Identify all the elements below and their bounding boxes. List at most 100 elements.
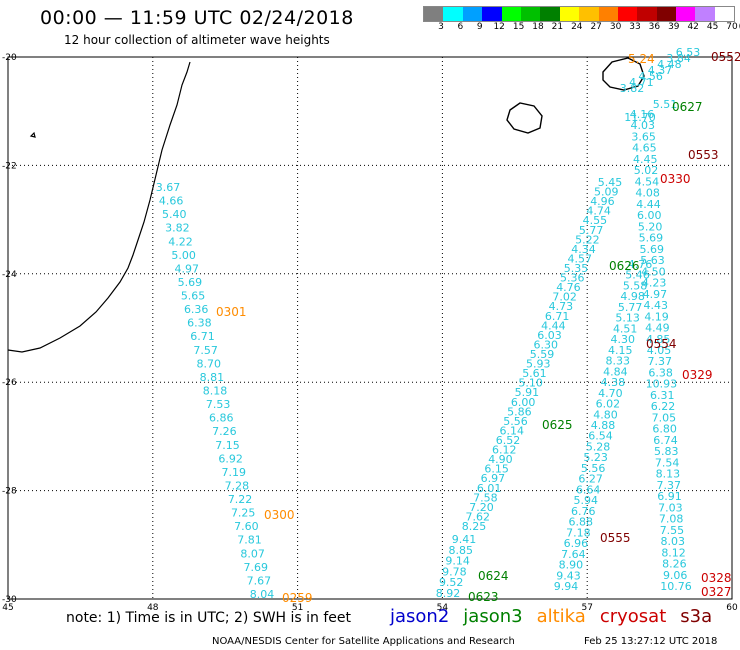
wave-height-value: 6.31 — [650, 389, 675, 402]
small-islet — [29, 131, 36, 138]
wave-height-value: 4.70 — [598, 387, 623, 400]
wave-height-value: 4.03 — [631, 119, 656, 132]
wave-height-value: 4.45 — [633, 153, 658, 166]
wave-height-value: 5.61 — [522, 367, 547, 380]
legend-tick-label: 12 — [493, 22, 505, 32]
wave-height-value: 6.52 — [496, 434, 521, 447]
wave-height-value: 4.23 — [642, 277, 667, 290]
wave-height-value: 7.28 — [225, 479, 250, 492]
wave-height-value: 4.43 — [644, 299, 669, 312]
legend-tick-label: 15 — [512, 22, 525, 32]
wave-height-value: 6.38 — [648, 366, 673, 379]
wave-height-value: 9.06 — [663, 569, 688, 582]
latitude-tick-label: -20 — [2, 53, 17, 63]
wave-height-value: 6.64 — [576, 483, 601, 496]
legend-unit: (ft) — [735, 22, 740, 32]
wave-height-value: 8.33 — [606, 355, 631, 368]
legend-tick-label: 45 — [706, 22, 719, 32]
legend-tick-label: 33 — [629, 22, 641, 32]
map-frame — [7, 56, 733, 600]
legend-tick-label: 6 — [457, 22, 464, 32]
legend-tick-label: 42 — [687, 22, 699, 32]
wave-height-value: 5.56 — [581, 462, 606, 475]
wave-height-value: 9.43 — [556, 569, 581, 582]
wave-height-value: 5.23 — [583, 451, 608, 464]
wave-height-value: 7.03 — [658, 501, 683, 514]
wave-height-value: 6.03 — [537, 329, 562, 342]
wave-height-value: 6.54 — [588, 430, 613, 443]
legend-tick-label: 36 — [648, 22, 661, 32]
wave-height-value: 4.65 — [632, 142, 657, 155]
wave-height-value: 8.90 — [559, 559, 584, 572]
generation-timestamp: Feb 25 13:27:12 UTC 2018 — [584, 636, 718, 647]
wave-height-value: 9.94 — [554, 580, 579, 593]
wave-height-value: 7.81 — [237, 534, 262, 547]
legend-swatch — [617, 7, 638, 21]
wave-height-value: 7.54 — [655, 456, 680, 469]
legend-swatch — [579, 7, 599, 21]
legend-tick-label: 18 — [532, 22, 544, 32]
wave-height-value: 5.40 — [162, 208, 187, 221]
wave-height-value: 5.83 — [654, 445, 679, 458]
wave-height-value: 7.18 — [566, 526, 591, 539]
wave-height-value: 6.22 — [651, 400, 676, 413]
wave-height-value: 7.69 — [243, 561, 268, 574]
latitude-tick-label: -22 — [2, 161, 17, 171]
legend-swatch — [656, 7, 677, 21]
wave-height-value: 4.50 — [641, 265, 666, 278]
longitude-tick-label: 48 — [147, 603, 159, 613]
wave-height-value: 5.77 — [618, 301, 643, 314]
wave-height-value: 7.67 — [247, 574, 272, 587]
wave-height-value: 4.30 — [610, 333, 635, 346]
wave-height-value: 7.37 — [656, 479, 681, 492]
legend-swatch — [637, 7, 657, 21]
wave-height-value: 7.25 — [231, 507, 256, 520]
pass-time-label: 0301 — [216, 305, 247, 319]
reunion-island — [602, 57, 645, 91]
mission-cryosat: cryosat — [599, 606, 667, 627]
wave-height-value: 4.96 — [590, 195, 615, 208]
map-title: 00:00 — 11:59 UTC 02/24/2018 — [40, 7, 354, 29]
wave-height-value: 6.91 — [657, 490, 682, 503]
wave-height-value: 4.51 — [613, 322, 638, 335]
wave-height-value: 5.46 — [625, 269, 650, 282]
wave-height-value: 4.19 — [644, 310, 669, 323]
mission-legend: jason2 jason3 altika cryosat s3a — [390, 606, 726, 627]
wave-height-value: 5.69 — [639, 243, 664, 256]
latitude-tick-label: -30 — [2, 595, 17, 605]
wave-height-value: 6.97 — [481, 472, 506, 485]
pass-time-label: 0626 — [609, 259, 640, 273]
wave-height-value: 6.01 — [477, 482, 502, 495]
wave-height-value: 9.14 — [445, 555, 470, 568]
wave-height-value: 8.26 — [662, 558, 687, 571]
wave-height-value: 8.70 — [196, 357, 221, 370]
wave-height-value: 4.85 — [646, 333, 671, 346]
wave-height-value: 5.77 — [579, 224, 604, 237]
wave-height-value: 5.09 — [594, 186, 619, 199]
wave-height-value: 5.02 — [634, 164, 659, 177]
legend-tick-label: 27 — [590, 22, 602, 32]
wave-height-value: 10.76 — [660, 580, 692, 593]
wave-height-value: 5.58 — [623, 279, 648, 292]
wave-height-value: 7.57 — [193, 344, 218, 357]
wave-height-value: 5.35 — [564, 262, 589, 275]
wave-height-value: 6.88 — [569, 516, 594, 529]
wave-height-value: 4.15 — [608, 344, 633, 357]
wave-height-value: 7.55 — [660, 524, 685, 537]
wave-height-value: 5.45 — [598, 176, 623, 189]
pass-time-labels: 0301 0300 0259 0624 0623 0625 0626 0627 0552 0553… — [216, 50, 740, 605]
wave-height-value: 7.26 — [212, 425, 237, 438]
wave-height-value: 7.22 — [228, 493, 253, 506]
wave-height-value: 11.70 — [624, 111, 656, 124]
pass-time-label: 0330 — [660, 172, 691, 186]
wave-height-value: 4.34 — [571, 243, 596, 256]
wave-height-value: 7.60 — [234, 520, 259, 533]
pass-time-label: 0555 — [600, 531, 631, 545]
longitude-tick-label: 45 — [2, 603, 13, 613]
longitude-tick-label: 54 — [437, 603, 449, 613]
color-legend-bar — [423, 6, 736, 22]
wave-height-value: 4.98 — [620, 290, 645, 303]
wave-height-value: 4.97 — [175, 262, 200, 275]
wave-height-value: 5.22 — [575, 233, 600, 246]
wave-height-value: 3.82 — [165, 222, 190, 235]
